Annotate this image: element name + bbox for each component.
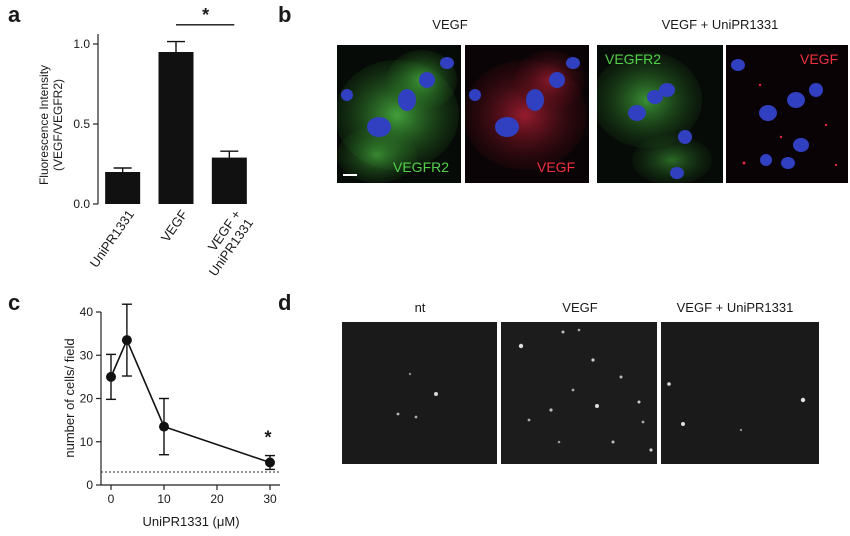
chart-c-ytick-label: 10 bbox=[80, 435, 94, 449]
panel-d-caption-vegf: VEGF bbox=[562, 300, 598, 315]
migration-image-nt-cells bbox=[396, 372, 438, 419]
panel-b-caption-vegf: VEGF bbox=[432, 17, 468, 32]
chart-a-ytick-label: 1.0 bbox=[73, 37, 90, 51]
migration-image-vegf-cells bbox=[518, 328, 653, 452]
chart-a-ylabel: Fluorescence Intensity (VEGF/VEGFR2) bbox=[37, 65, 65, 185]
chart-c-series-line bbox=[110, 338, 271, 464]
migration-image-vegf-unipr-cells bbox=[667, 382, 806, 432]
panel-letter-b: b bbox=[278, 2, 292, 27]
label-vegfr2-left: VEGFR2 bbox=[393, 159, 450, 175]
panel-letter-a: a bbox=[8, 2, 21, 27]
micrograph-unipr-vegfr2: VEGFR2 bbox=[597, 45, 723, 183]
chart-c-point bbox=[106, 371, 116, 382]
chart-c-xtick-label: 30 bbox=[263, 492, 277, 506]
chart-c-xlabel: UniPR1331 (μM) bbox=[142, 514, 239, 529]
micrograph-unipr-vegfr2-image bbox=[597, 52, 712, 183]
chart-c-point bbox=[265, 457, 275, 468]
micrograph-vegf-vegfr2-image bbox=[337, 50, 459, 183]
chart-a-ylabel-line2: (VEGF/VEGFR2) bbox=[51, 79, 65, 171]
micrograph-vegf-vegfr2: VEGFR2 bbox=[337, 45, 461, 183]
chart-c-xtick-label: 0 bbox=[108, 492, 115, 506]
chart-c-ytick-label: 40 bbox=[80, 305, 94, 319]
micrograph-vegf-vegf: VEGF bbox=[465, 45, 589, 183]
panel-d-caption-vegf-unipr: VEGF + UniPR1331 bbox=[676, 300, 794, 315]
bar bbox=[158, 52, 194, 204]
migration-image-vegf-unipr bbox=[661, 322, 819, 464]
chart-c-ytick-label: 30 bbox=[80, 348, 94, 362]
panel-d-caption-nt: nt bbox=[414, 300, 426, 315]
chart-c-significance-star: * bbox=[264, 428, 271, 448]
label-vegf-left: VEGF bbox=[537, 159, 576, 175]
bar bbox=[105, 172, 141, 204]
panel-b-caption-vegf-unipr: VEGF + UniPR1331 bbox=[661, 17, 779, 32]
chart-a-ylabel-line1: Fluorescence Intensity bbox=[37, 65, 51, 185]
micrograph-unipr-vegf-image bbox=[731, 59, 838, 169]
chart-c-xtick-label: 20 bbox=[210, 492, 224, 506]
chart-c-ytick-label: 20 bbox=[80, 392, 94, 406]
bar bbox=[211, 157, 247, 204]
chart-a-ytick-label: 0.0 bbox=[73, 197, 90, 211]
panel-letter-d: d bbox=[278, 290, 292, 315]
chart-c-ytick-label: 0 bbox=[86, 478, 93, 492]
chart-c-point bbox=[121, 335, 132, 346]
panel-letter-c: c bbox=[8, 290, 21, 315]
label-vegfr2-right: VEGFR2 bbox=[605, 51, 662, 67]
chart-a-ytick-label: 0.5 bbox=[73, 117, 90, 131]
migration-image-nt bbox=[342, 322, 497, 464]
micrograph-unipr-vegf: VEGF bbox=[726, 45, 848, 183]
significance-star: * bbox=[202, 5, 209, 25]
migration-image-vegf bbox=[501, 322, 657, 464]
micrograph-vegf-vegf-image bbox=[465, 50, 587, 170]
chart-c-xtick-label: 10 bbox=[157, 492, 171, 506]
chart-c-ylabel: number of cells/ field bbox=[62, 338, 77, 457]
label-vegf-right: VEGF bbox=[800, 51, 839, 67]
chart-c-point bbox=[159, 421, 169, 432]
